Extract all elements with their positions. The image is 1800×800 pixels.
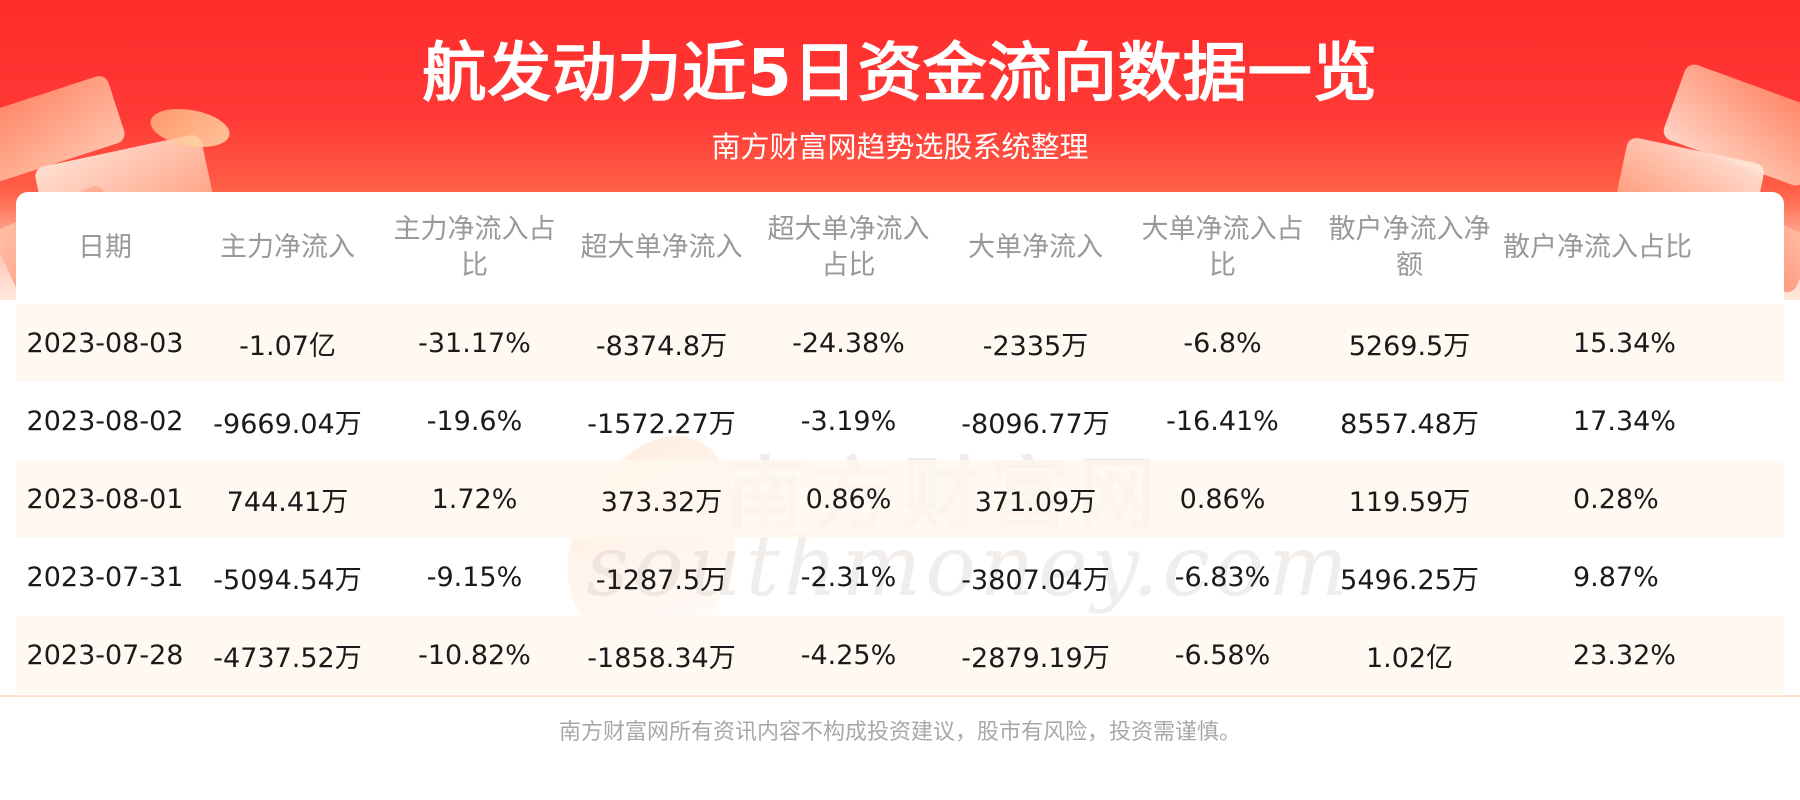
table-cell-date: 2023-08-03 [16, 304, 194, 382]
table-cell: -16.41% [1166, 405, 1279, 437]
table-cell: 5496.25万 [1340, 564, 1479, 596]
table-cell: -1572.27万 [587, 408, 736, 440]
table-cell: -3.19% [800, 405, 897, 437]
footer-disclaimer: 南方财富网所有资讯内容不构成投资建议，股市有风险，投资需谨慎。 [558, 720, 1241, 745]
table-cell: -1287.5万 [595, 564, 728, 596]
table-cell: 23.32% [1503, 616, 1784, 694]
fund-flow-table: 日期 主力净流入 主力净流入占比 超大单净流入 超大单净流入占比 大单净流入 大… [16, 192, 1784, 694]
table-cell: -6.83% [1174, 561, 1271, 593]
table-cell: -2.31% [800, 561, 897, 593]
table-cell: -8374.8万 [568, 304, 755, 382]
col-header-large-inflow-ratio: 大单净流入占比 [1141, 214, 1304, 281]
table-cell: -3807.04万 [961, 564, 1110, 596]
table-cell: 17.34% [1573, 405, 1676, 437]
table-cell: 8557.48万 [1340, 408, 1479, 440]
col-header-main-inflow-ratio: 主力净流入占比 [393, 214, 556, 281]
col-header-large-inflow: 大单净流入 [968, 232, 1103, 263]
table-row: 2023-07-28 -4737.52万 -10.82% -1858.34万 -… [16, 616, 1784, 694]
table-cell: -1858.34万 [568, 616, 755, 694]
table-cell: -1.07亿 [194, 304, 381, 382]
col-header-date: 日期 [78, 232, 132, 263]
table-cell: 5269.5万 [1316, 304, 1503, 382]
table-cell-date: 2023-07-28 [16, 616, 194, 694]
col-header-retail-inflow-ratio: 散户净流入占比 [1503, 232, 1692, 263]
table-cell: -24.38% [755, 304, 942, 382]
table-cell-date: 2023-07-31 [26, 561, 184, 593]
table-cell: 0.86% [1129, 460, 1316, 538]
table-cell-date: 2023-08-01 [16, 460, 194, 538]
table-row: 2023-07-31 -5094.54万 -9.15% -1287.5万 -2.… [16, 538, 1784, 616]
table-cell: 0.86% [755, 460, 942, 538]
col-header-xl-inflow: 超大单净流入 [580, 232, 743, 263]
page-title: 航发动力近5日资金流向数据一览 [422, 37, 1378, 111]
table-cell-date: 2023-08-02 [26, 405, 184, 437]
table-cell: -6.58% [1129, 616, 1316, 694]
table-header-row: 日期 主力净流入 主力净流入占比 超大单净流入 超大单净流入占比 大单净流入 大… [16, 192, 1784, 304]
table-row: 2023-08-01 744.41万 1.72% 373.32万 0.86% 3… [16, 460, 1784, 538]
table-cell: -4.25% [755, 616, 942, 694]
table-cell: -6.8% [1129, 304, 1316, 382]
table-cell: 371.09万 [942, 460, 1129, 538]
data-table-card: 南方财富网 southmoney.com 日期 主力净流入 主力净流入占比 [16, 192, 1784, 697]
table-cell: -2879.19万 [942, 616, 1129, 694]
table-cell: 373.32万 [568, 460, 755, 538]
col-header-retail-inflow: 散户净流入净额 [1328, 214, 1491, 281]
table-cell: -5094.54万 [213, 564, 362, 596]
col-header-xl-inflow-ratio: 超大单净流入占比 [767, 214, 930, 281]
table-cell: -10.82% [381, 616, 568, 694]
page-subtitle: 南方财富网趋势选股系统整理 [711, 130, 1089, 164]
table-cell: -9669.04万 [213, 408, 362, 440]
table-row: 2023-08-03 -1.07亿 -31.17% -8374.8万 -24.3… [16, 304, 1784, 382]
table-cell: 1.02亿 [1316, 616, 1503, 694]
table-cell: 15.34% [1503, 304, 1784, 382]
table-cell: 9.87% [1573, 561, 1659, 593]
table-cell: -31.17% [381, 304, 568, 382]
table-cell: 744.41万 [194, 460, 381, 538]
col-header-main-inflow: 主力净流入 [220, 232, 355, 263]
table-cell: -4737.52万 [194, 616, 381, 694]
table-cell: 119.59万 [1316, 460, 1503, 538]
table-cell: 1.72% [381, 460, 568, 538]
table-row: 2023-08-02 -9669.04万 -19.6% -1572.27万 -3… [16, 382, 1784, 460]
table-cell: -9.15% [426, 561, 523, 593]
table-cell: -19.6% [426, 405, 523, 437]
table-cell: 0.28% [1503, 460, 1784, 538]
footer-divider [0, 695, 1800, 697]
table-cell: -2335万 [942, 304, 1129, 382]
table-cell: -8096.77万 [961, 408, 1110, 440]
